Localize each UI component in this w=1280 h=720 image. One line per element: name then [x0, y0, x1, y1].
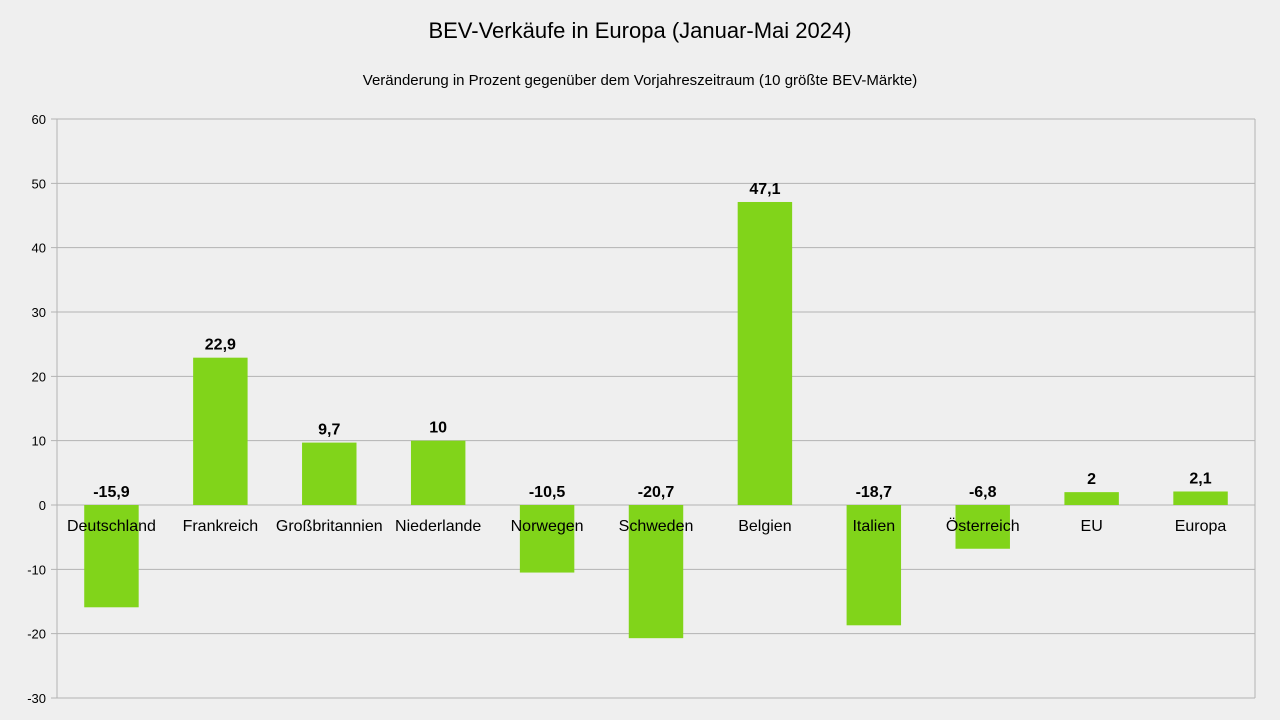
chart-subtitle: Veränderung in Prozent gegenüber dem Vor…	[362, 72, 918, 89]
y-tick-label: -20	[27, 627, 46, 642]
x-tick-label: Frankreich	[183, 518, 259, 535]
data-label: -10,5	[529, 484, 566, 501]
y-tick-label: 60	[32, 112, 46, 127]
data-label: 2,1	[1189, 470, 1211, 487]
x-tick-label: Großbritannien	[276, 518, 383, 535]
x-tick-label: Europa	[1175, 518, 1227, 535]
x-tick-label: Belgien	[738, 518, 791, 535]
data-label: 10	[429, 420, 447, 437]
bar	[1173, 491, 1228, 505]
bar	[410, 440, 466, 505]
bar	[193, 357, 248, 505]
x-tick-label: Österreich	[946, 517, 1020, 535]
bar	[628, 505, 684, 639]
bar	[955, 505, 1010, 549]
bar	[846, 505, 902, 626]
y-tick-label: 40	[32, 241, 46, 256]
data-label: -20,7	[638, 484, 675, 501]
bar	[302, 442, 357, 505]
y-tick-label: -30	[27, 691, 46, 706]
bar	[84, 505, 139, 608]
bar	[737, 201, 793, 506]
y-tick-label: 20	[32, 369, 46, 384]
x-tick-label: Niederlande	[395, 518, 481, 535]
data-label: 9,7	[318, 422, 340, 439]
bar	[519, 505, 575, 573]
y-tick-label: 10	[32, 434, 46, 449]
y-tick-label: -10	[27, 562, 46, 577]
data-label: 2	[1087, 471, 1096, 488]
chart-title: BEV-Verkäufe in Europa (Januar-Mai 2024)	[428, 18, 852, 43]
x-tick-label: Norwegen	[511, 518, 584, 535]
data-label: 22,9	[205, 337, 236, 354]
x-tick-label: Schweden	[619, 518, 694, 535]
data-label: -18,7	[856, 484, 893, 501]
x-tick-label: EU	[1081, 518, 1103, 535]
data-label: -6,8	[969, 484, 997, 501]
x-tick-label: Deutschland	[67, 518, 156, 535]
bar	[1064, 492, 1119, 505]
y-tick-label: 0	[39, 498, 46, 513]
y-tick-label: 50	[32, 176, 46, 191]
x-tick-label: Italien	[852, 518, 895, 535]
y-tick-label: 30	[32, 305, 46, 320]
data-label: 47,1	[749, 181, 780, 198]
data-label: -15,9	[93, 484, 130, 501]
